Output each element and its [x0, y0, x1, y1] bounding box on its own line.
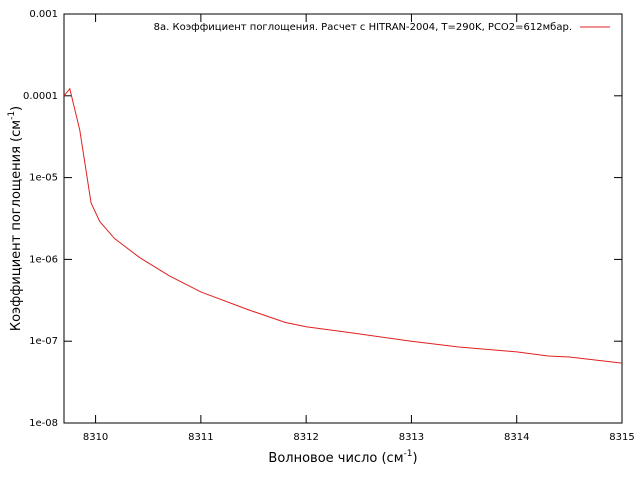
x-axis-label-part: Волновое число (см	[268, 451, 403, 466]
x-tick-label: 8314	[504, 432, 529, 443]
y-tick-label: 1e-08	[29, 418, 58, 429]
x-tick-label: 8312	[293, 432, 318, 443]
x-tick-label: 8313	[399, 432, 424, 443]
y-tick-label: 1e-06	[29, 254, 58, 265]
y-axis-label-part: -1	[7, 111, 17, 120]
x-axis-label-part: -1	[404, 449, 413, 459]
x-axis-label-part: )	[412, 451, 417, 466]
x-tick-label: 8310	[83, 432, 108, 443]
plot-frame	[63, 13, 623, 424]
x-axis-label: Волновое число (см-1)	[268, 449, 417, 466]
y-tick-label: 1e-07	[29, 336, 58, 347]
data-line	[63, 87, 623, 364]
y-tick-label: 0.001	[29, 9, 58, 20]
x-tick-label: 8311	[188, 432, 213, 443]
y-tick-label: 1e-05	[29, 173, 58, 184]
legend-label: 8a. Коэффициент поглощения. Расчет с HIT…	[154, 22, 572, 33]
x-tick-label: 8315	[609, 432, 634, 443]
y-axis-label-part: )	[9, 106, 24, 111]
y-tick-label: 0.0001	[23, 91, 58, 102]
y-axis-label: Коэффициент поглощения (см-1)	[7, 106, 24, 331]
y-axis-label-part: Коэффициент поглощения (см	[9, 120, 24, 331]
